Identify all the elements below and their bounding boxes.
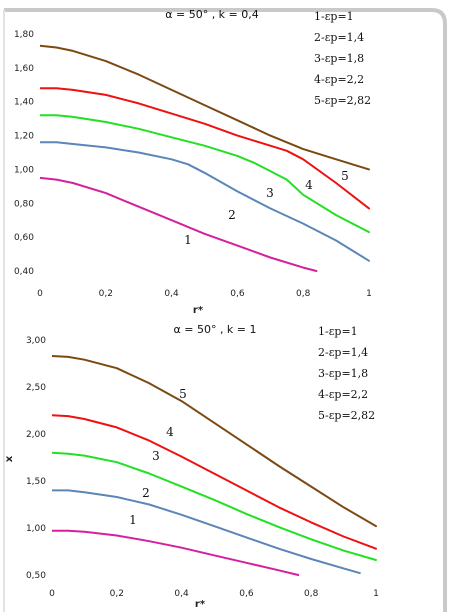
series-line-3 [52,451,377,561]
series-line-2 [52,489,361,575]
x-tick-label: 0 [37,289,43,299]
curve-label-2: 2 [228,208,236,222]
figure-frame [4,8,447,612]
series-line-4 [52,414,377,550]
curve-label-4: 4 [166,425,174,439]
curve-label-2: 2 [142,486,150,500]
series-line-2 [40,141,370,262]
x-axis-title: r* [193,305,204,316]
x-tick-label: 0 [49,589,55,599]
y-tick-label: 3,00 [26,336,46,346]
y-axis-title: x [4,455,15,462]
series-line-4 [40,87,370,210]
y-tick-label: 1,00 [14,165,34,175]
curve-label-5: 5 [341,169,349,183]
curve-label-3: 3 [266,186,274,200]
legend-entry: 1-εp=1 [318,325,358,338]
x-tick-label: 1 [366,289,372,299]
curve-label-1: 1 [184,233,192,247]
legend-entry: 3-εp=1,8 [314,52,364,65]
x-tick-label: 0,8 [296,289,311,299]
series-line-1 [52,529,300,576]
y-tick-label: 0,80 [14,199,34,209]
y-tick-label: 1,80 [14,30,34,40]
legend-entry: 4-εp=2,2 [318,388,368,401]
legend-entry: 5-εp=2,82 [318,409,375,422]
y-tick-label: 1,40 [14,98,34,108]
x-axis-title: r* [195,599,206,610]
x-tick-label: 0,4 [174,589,189,599]
y-tick-label: 1,00 [26,524,46,534]
legend-entry: 4-εp=2,2 [314,73,364,86]
y-tick-label: 1,20 [14,132,34,142]
x-tick-label: 0,2 [110,589,124,599]
y-tick-label: 0,60 [14,233,34,243]
curve-label-5: 5 [179,387,187,401]
x-tick-label: 0,2 [99,289,113,299]
series-line-1 [40,176,318,272]
chart-top: 0,40 0,60 0,80 1,00 1,20 1,40 1,60 1,80 0 0,2 0,4 0… [14,8,372,316]
y-tick-label: 1,50 [26,477,46,487]
y-tick-label: 1,60 [14,64,34,74]
x-tick-label: 0,6 [230,289,245,299]
curve-label-3: 3 [152,449,160,463]
x-tick-label: 0,4 [164,289,179,299]
series-line-3 [40,114,370,234]
y-tick-label: 2,50 [26,383,46,393]
series-line-5 [52,355,377,528]
legend-entry: 2-εp=1,4 [314,31,364,44]
y-tick-label: 0,40 [14,267,34,277]
curve-label-1: 1 [129,513,137,527]
series-line-5 [40,44,370,171]
x-tick-label: 1 [373,589,379,599]
legend-entry: 3-εp=1,8 [318,367,368,380]
chart-title: α = 50° , k = 0,4 [165,8,259,21]
legend-entry: 2-εp=1,4 [318,346,368,359]
y-tick-label: 2,00 [26,430,46,440]
legend-entry: 1-εp=1 [314,10,354,23]
chart-title: α = 50° , k = 1 [173,323,256,336]
curve-label-4: 4 [305,178,313,192]
y-tick-label: 0,50 [26,571,46,581]
x-tick-label: 0,8 [304,589,319,599]
legend-entry: 5-εp=2,82 [314,94,371,107]
chart-bottom: 0,50 1,00 1,50 2,00 2,50 3,00 0 0,2 0,4 0,6 0,8 1 r*… [4,323,379,610]
x-tick-label: 0,6 [239,589,254,599]
